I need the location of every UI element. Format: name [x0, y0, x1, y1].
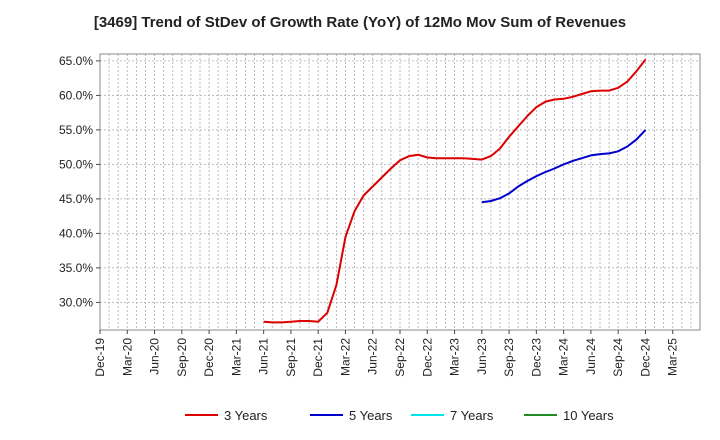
legend-label-3-years: 3 Years [224, 408, 268, 423]
x-tick-label: Sep-24 [611, 338, 625, 377]
y-axis: 30.0% 35.0% 40.0% 45.0% 50.0% 55.0% 60.0% 65.0% [59, 54, 100, 309]
x-tick-label: Mar-21 [229, 338, 243, 376]
x-tick-label: Jun-20 [148, 338, 162, 375]
grid-lines [100, 54, 700, 330]
legend-label-5-years: 5 Years [349, 408, 393, 423]
x-tick-label: Dec-22 [420, 338, 434, 377]
series-line-5-years [481, 129, 647, 204]
series-lines [263, 58, 647, 324]
x-tick-label: Mar-25 [666, 338, 680, 376]
x-tick-label: Dec-20 [202, 338, 216, 377]
x-tick-label: Sep-22 [393, 338, 407, 377]
y-tick-label: 40.0% [59, 226, 93, 240]
x-tick-label: Dec-21 [311, 338, 325, 377]
legend: 3 Years 5 Years 7 Years 10 Years [185, 408, 614, 423]
x-tick-label: Mar-20 [120, 338, 134, 376]
x-tick-label: Jun-22 [366, 338, 380, 375]
x-tick-label: Sep-20 [175, 338, 189, 377]
x-tick-label: Mar-24 [557, 338, 571, 376]
legend-label-7-years: 7 Years [450, 408, 494, 423]
x-axis: Dec-19 Mar-20 Jun-20 Sep-20 Dec-20 Mar-21 Jun-… [93, 330, 680, 377]
chart-title: [3469] Trend of StDev of Growth Rate (Yo… [93, 14, 627, 31]
y-tick-label: 30.0% [59, 295, 93, 309]
series-line-3-years [263, 58, 647, 324]
x-tick-label: Jun-24 [584, 338, 598, 375]
y-tick-label: 45.0% [59, 192, 93, 206]
y-tick-label: 55.0% [59, 123, 93, 137]
x-tick-label: Jun-21 [257, 338, 271, 375]
x-tick-label: Mar-22 [338, 338, 352, 376]
x-tick-label: Dec-24 [638, 338, 652, 377]
x-tick-label: Dec-23 [529, 338, 543, 377]
y-tick-label: 60.0% [59, 88, 93, 102]
y-tick-label: 35.0% [59, 261, 93, 275]
y-tick-label: 50.0% [59, 157, 93, 171]
x-tick-label: Sep-23 [502, 338, 516, 377]
legend-label-10-years: 10 Years [563, 408, 614, 423]
y-tick-label: 65.0% [59, 54, 93, 68]
x-tick-label: Mar-23 [448, 338, 462, 376]
x-tick-label: Dec-19 [93, 338, 107, 377]
x-tick-label: Jun-23 [475, 338, 489, 375]
x-tick-label: Sep-21 [284, 338, 298, 377]
